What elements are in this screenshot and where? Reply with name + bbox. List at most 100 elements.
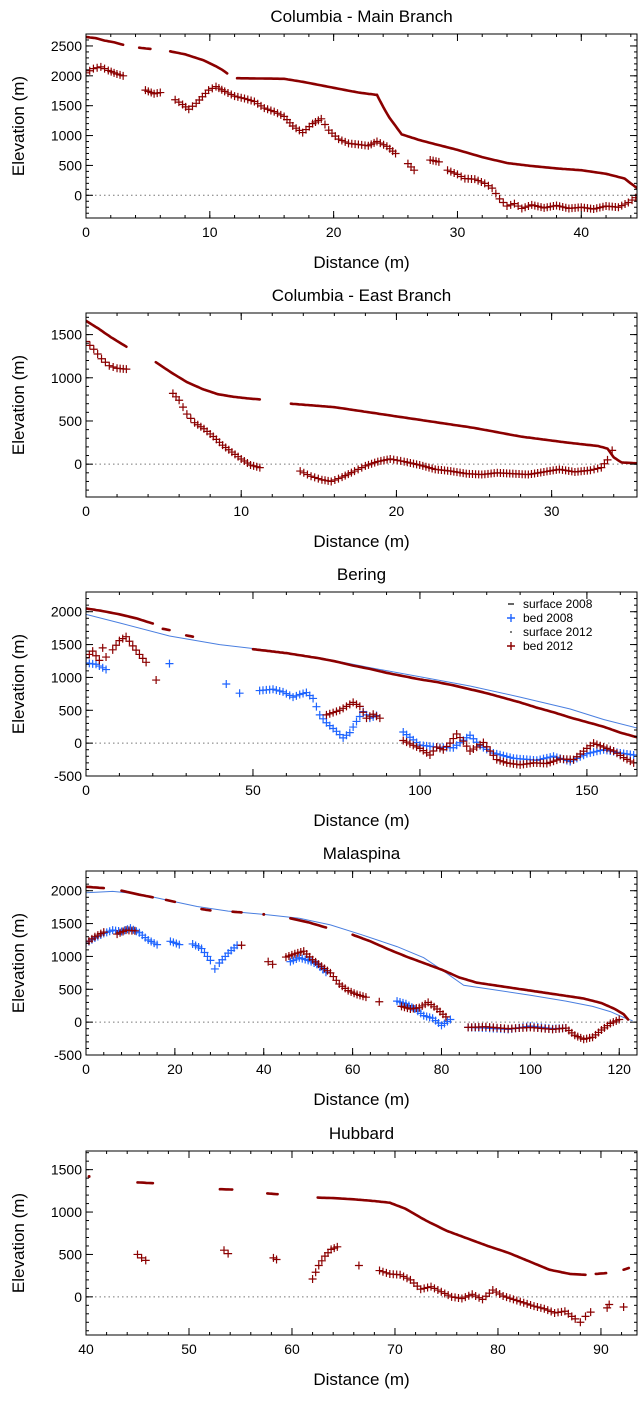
- data-point: [307, 472, 316, 481]
- data-point: [466, 747, 475, 756]
- data-point: [488, 184, 497, 193]
- data-point: [543, 1306, 552, 1315]
- data-point: [100, 64, 109, 73]
- data-point: [330, 476, 339, 485]
- series-trace: [266, 1192, 279, 1196]
- y-axis-label: Elevation (m): [9, 355, 28, 455]
- data-point: [435, 744, 444, 753]
- series-trace: [137, 46, 152, 51]
- series-bed2012: [133, 1242, 628, 1327]
- y-tick-label: 500: [59, 702, 83, 718]
- chart-title: Columbia - Main Branch: [270, 7, 452, 26]
- data-point: [282, 689, 291, 698]
- data-point: [621, 200, 630, 209]
- data-point: [605, 1300, 614, 1309]
- data-point: [516, 1297, 525, 1306]
- data-point: [141, 1256, 150, 1265]
- series-trace: [161, 627, 171, 632]
- data-point: [459, 737, 468, 746]
- x-tick-label: 10: [233, 503, 249, 519]
- data-point: [310, 473, 319, 482]
- data-point: [276, 110, 285, 119]
- data-point: [505, 1294, 514, 1303]
- data-point: [230, 92, 239, 101]
- series-trace: [316, 1196, 587, 1277]
- data-point: [592, 747, 601, 756]
- data-point: [446, 1015, 455, 1024]
- data-point: [517, 204, 526, 213]
- data-point: [122, 365, 131, 374]
- data-point: [352, 700, 361, 709]
- data-point: [361, 993, 370, 1002]
- data-point: [479, 738, 488, 747]
- data-point: [109, 362, 118, 371]
- data-point: [112, 641, 121, 650]
- data-point: [399, 1272, 408, 1281]
- data-point: [314, 474, 323, 483]
- data-point: [592, 740, 601, 749]
- panel-4: Malaspina Distance (m) Elevation (m) 0 20 40 6…: [9, 844, 638, 1109]
- series-trace: [351, 933, 630, 1021]
- data-point: [299, 468, 308, 477]
- data-point: [333, 1242, 342, 1251]
- data-point: [405, 739, 414, 748]
- data-point: [393, 456, 402, 465]
- data-point: [492, 1288, 501, 1297]
- data-point: [596, 741, 605, 750]
- data-point: [409, 741, 418, 750]
- data-point: [495, 1290, 504, 1299]
- x-tick-label: 0: [82, 1061, 90, 1077]
- data-point: [345, 700, 354, 709]
- data-point: [98, 643, 107, 652]
- data-point: [115, 636, 124, 645]
- y-tick-label: 2000: [51, 883, 82, 899]
- data-point: [273, 109, 282, 118]
- x-axis-label: Distance (m): [313, 253, 409, 272]
- x-tick-label: 150: [575, 782, 599, 798]
- data-point: [355, 712, 364, 721]
- data-point: [314, 1261, 323, 1270]
- data-point: [334, 135, 343, 144]
- data-point: [523, 1299, 532, 1308]
- data-point: [319, 714, 328, 723]
- series-bed2012: [86, 62, 637, 214]
- data-point: [86, 68, 90, 77]
- data-point: [295, 690, 304, 699]
- data-point: [349, 698, 358, 707]
- panel-3: Bering Distance (m) Elevation (m) 0 50 100 150…: [9, 565, 638, 830]
- data-point: [464, 1291, 473, 1300]
- data-point: [586, 748, 595, 757]
- data-point: [441, 1012, 450, 1021]
- y-tick-label: 1500: [51, 1162, 82, 1178]
- series-trace: [164, 898, 177, 904]
- data-point: [262, 912, 266, 916]
- data-point: [354, 465, 363, 474]
- data-point: [445, 739, 454, 748]
- data-point: [506, 200, 515, 209]
- series-surface2012: [86, 319, 637, 465]
- chart-title: Hubbard: [329, 1124, 394, 1143]
- data-point: [629, 750, 637, 759]
- data-point: [311, 1268, 320, 1277]
- x-tick-label: 20: [167, 1061, 183, 1077]
- data-point: [335, 706, 344, 715]
- data-point: [502, 202, 511, 211]
- series-trace: [168, 50, 229, 75]
- data-point: [399, 736, 408, 745]
- data-point: [442, 742, 451, 751]
- data-point: [125, 637, 134, 646]
- data-point: [206, 956, 215, 965]
- data-point: [396, 456, 405, 465]
- data-point: [512, 1296, 521, 1305]
- data-point: [626, 757, 635, 766]
- data-point: [275, 687, 284, 696]
- y-tick-label: 0: [74, 735, 82, 751]
- data-point: [469, 734, 478, 743]
- data-point: [491, 189, 500, 198]
- data-point: [402, 738, 411, 747]
- data-point: [619, 753, 628, 762]
- series-trace: [289, 917, 328, 929]
- data-point: [590, 465, 599, 474]
- y-tick-label: -500: [54, 768, 82, 784]
- data-point: [320, 120, 329, 129]
